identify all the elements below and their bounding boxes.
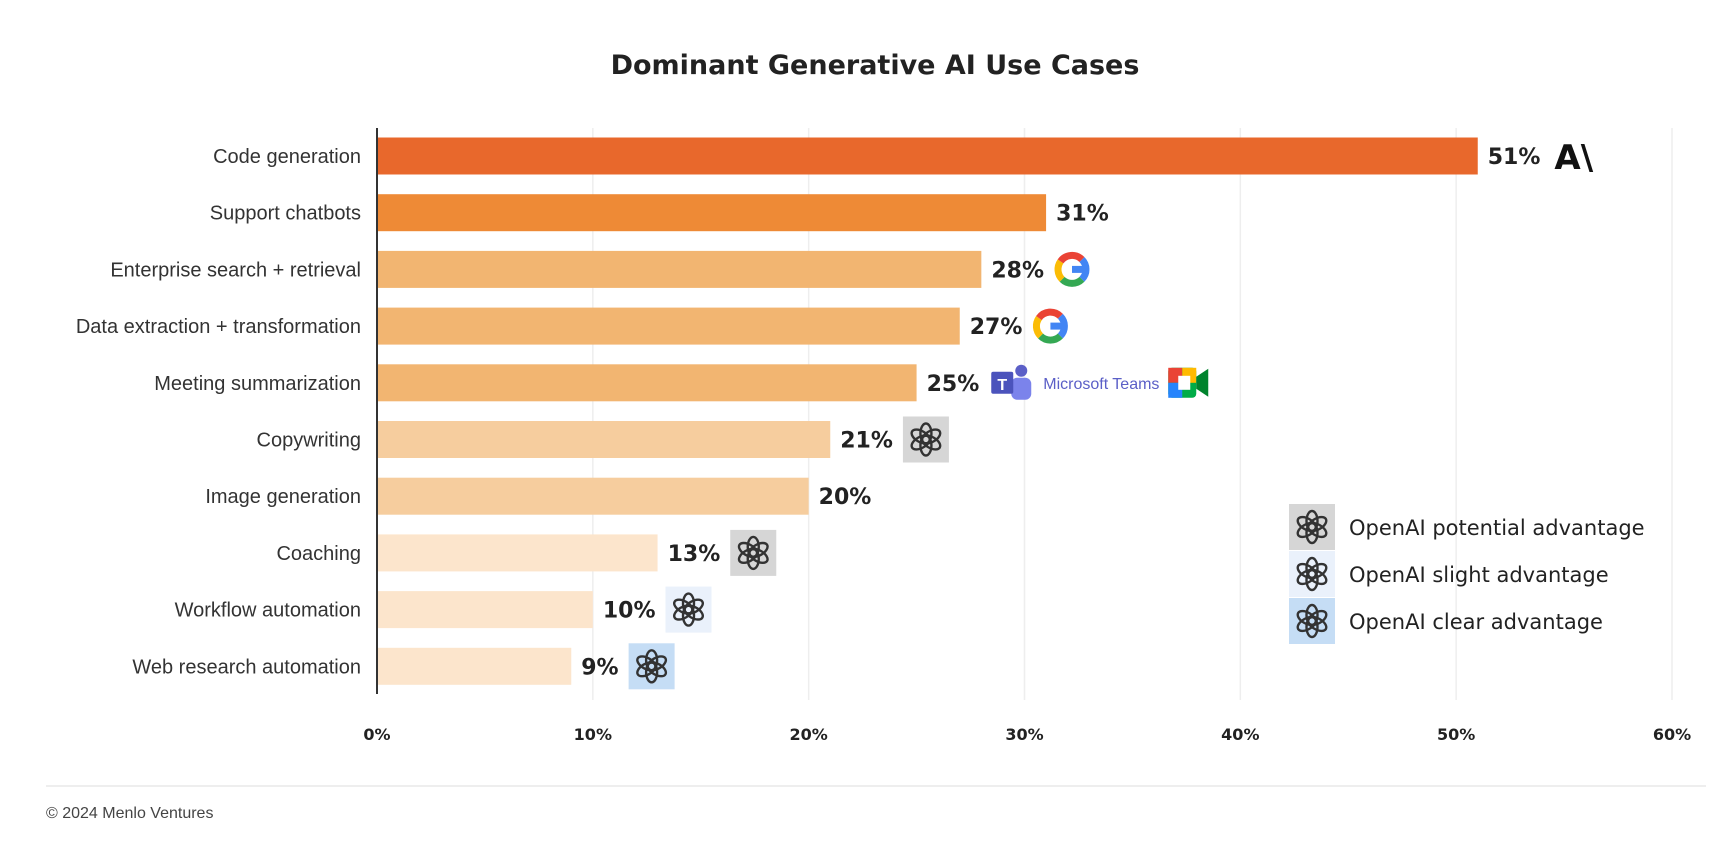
microsoft-teams-logo-icon: T bbox=[991, 364, 1032, 400]
bar-row: Web research automation 9% bbox=[132, 643, 675, 690]
value-label: 25% bbox=[927, 372, 980, 397]
bar bbox=[378, 194, 1047, 232]
openai-logo-icon bbox=[910, 422, 942, 457]
openai-logo-icon bbox=[636, 649, 668, 684]
category-label: Image generation bbox=[205, 486, 361, 508]
legend-item: OpenAI slight advantage bbox=[1289, 551, 1609, 597]
bar bbox=[378, 477, 809, 515]
openai-logo-icon bbox=[737, 535, 769, 571]
bar bbox=[378, 534, 658, 572]
x-tick-label: 40% bbox=[1221, 725, 1259, 744]
openai-logo-icon bbox=[673, 592, 704, 627]
svg-text:T: T bbox=[997, 377, 1007, 394]
chart-title: Dominant Generative AI Use Cases bbox=[611, 50, 1140, 81]
bar-row: Meeting summarization 25% T Microsoft Teams bbox=[154, 364, 1209, 402]
openai-logo-icon bbox=[1296, 556, 1328, 592]
bar bbox=[378, 364, 917, 402]
bar-row: Enterprise search + retrieval 28% bbox=[110, 250, 1090, 288]
value-label: 51% bbox=[1488, 145, 1541, 170]
bar bbox=[378, 137, 1478, 175]
category-label: Support chatbots bbox=[210, 203, 361, 225]
category-label: Workflow automation bbox=[175, 600, 361, 622]
bar-row: Support chatbots 31% bbox=[210, 194, 1109, 232]
openai-logo-icon bbox=[1296, 603, 1328, 639]
category-label: Code generation bbox=[213, 146, 361, 168]
bar-row: Copywriting 21% bbox=[257, 416, 949, 463]
legend-item: OpenAI clear advantage bbox=[1289, 598, 1603, 644]
microsoft-teams-label: Microsoft Teams bbox=[1043, 376, 1159, 393]
google-logo-icon bbox=[1032, 308, 1068, 344]
category-label: Data extraction + transformation bbox=[76, 316, 361, 338]
footer-copyright: © 2024 Menlo Ventures bbox=[46, 805, 213, 822]
openai-logo-icon bbox=[1296, 509, 1328, 545]
x-tick-label: 30% bbox=[1005, 725, 1043, 744]
legend-label: OpenAI slight advantage bbox=[1349, 563, 1609, 587]
legend-label: OpenAI clear advantage bbox=[1349, 610, 1603, 634]
bar bbox=[378, 591, 593, 629]
category-label: Web research automation bbox=[132, 656, 361, 678]
value-label: 10% bbox=[603, 599, 656, 624]
legend-item: OpenAI potential advantage bbox=[1289, 504, 1645, 550]
value-label: 20% bbox=[819, 485, 872, 510]
bar-row: Image generation 20% bbox=[205, 477, 872, 515]
x-tick-label: 10% bbox=[574, 725, 612, 744]
bar-row: Code generation 51% A\ bbox=[213, 137, 1594, 178]
category-label: Enterprise search + retrieval bbox=[110, 259, 361, 281]
value-label: 28% bbox=[991, 258, 1044, 283]
value-label: 27% bbox=[970, 315, 1023, 340]
category-label: Copywriting bbox=[257, 430, 361, 452]
google-logo-icon bbox=[1054, 251, 1090, 287]
bar bbox=[378, 250, 982, 288]
value-label: 13% bbox=[668, 542, 721, 567]
bar bbox=[378, 307, 960, 345]
anthropic-logo-icon: A\ bbox=[1554, 138, 1593, 178]
value-label: 21% bbox=[840, 429, 893, 454]
x-tick-label: 0% bbox=[363, 725, 390, 744]
category-label: Meeting summarization bbox=[154, 373, 361, 395]
x-tick-label: 50% bbox=[1437, 725, 1475, 744]
x-tick-label: 20% bbox=[790, 725, 828, 744]
bar-row: Coaching 13% bbox=[276, 529, 777, 576]
bar-row: Data extraction + transformation 27% bbox=[76, 307, 1068, 345]
x-tick-label: 60% bbox=[1653, 725, 1691, 744]
legend-label: OpenAI potential advantage bbox=[1349, 516, 1645, 540]
value-label: 9% bbox=[581, 655, 618, 680]
bar-row: Workflow automation 10% bbox=[175, 586, 712, 633]
category-label: Coaching bbox=[276, 543, 361, 565]
bar bbox=[378, 647, 572, 685]
google-meet-logo-icon bbox=[1168, 367, 1209, 398]
bar bbox=[378, 421, 831, 458]
value-label: 31% bbox=[1056, 202, 1109, 227]
